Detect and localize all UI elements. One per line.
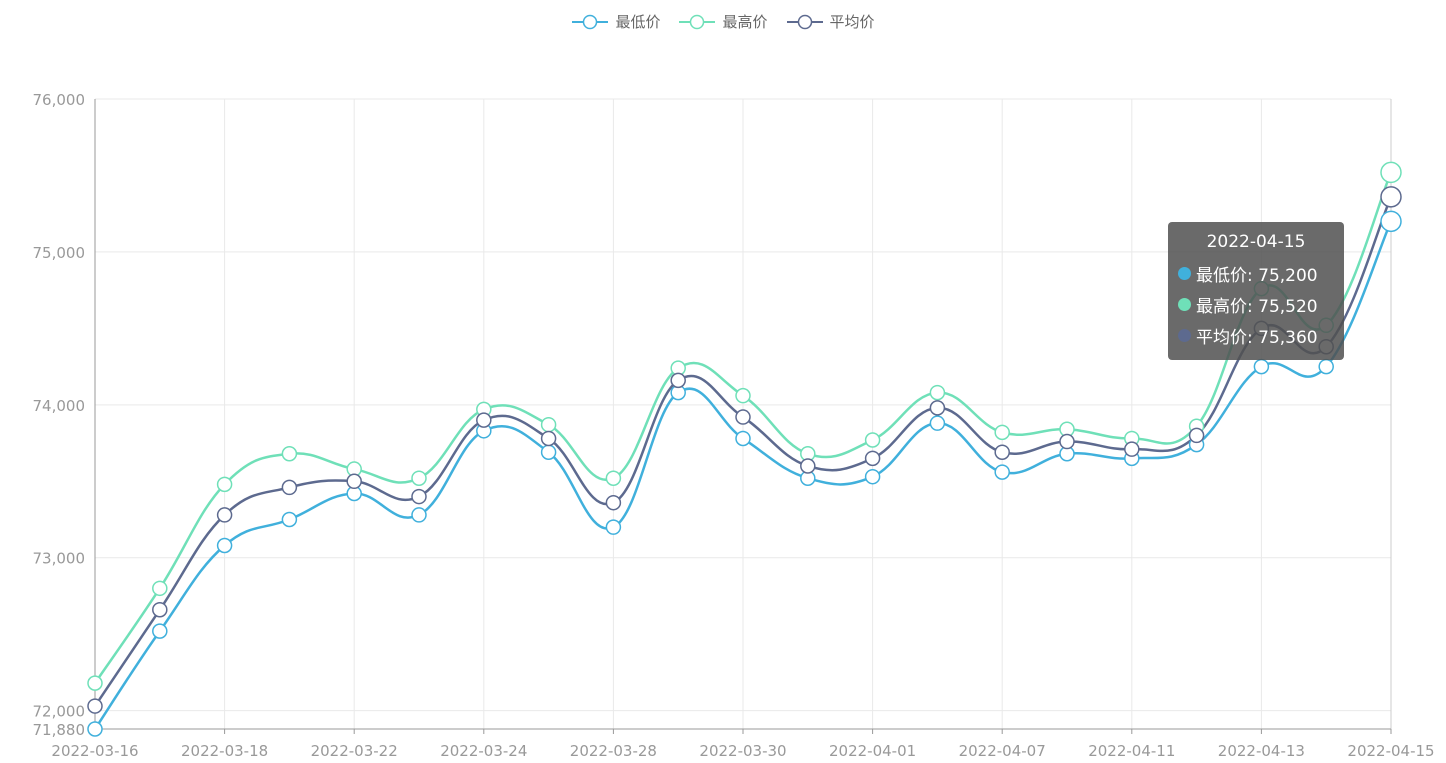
- data-point: [411, 470, 427, 486]
- data-point: [1253, 358, 1270, 375]
- x-tick-label: 2022-03-22: [311, 742, 398, 760]
- data-point: [1380, 161, 1402, 184]
- x-tick-label: 2022-03-28: [570, 742, 657, 760]
- x-tick-label: 2022-03-18: [181, 742, 268, 760]
- legend-lowest-icon: [572, 14, 609, 29]
- data-point: [87, 721, 103, 737]
- x-tick-label: 2022-03-30: [699, 742, 786, 760]
- x-tick-label: 2022-04-11: [1088, 742, 1175, 760]
- y-tick-label: 73,000: [33, 550, 86, 568]
- tooltip-row-average: 平均价: 75,360: [1178, 320, 1334, 351]
- tooltip-row-lowest: 最低价: 75,200: [1178, 258, 1334, 289]
- legend-average-label: 平均价: [829, 13, 875, 31]
- data-point: [1380, 186, 1402, 208]
- x-tick-label: 2022-03-24: [440, 742, 527, 760]
- data-point: [216, 537, 233, 554]
- data-point: [152, 623, 168, 639]
- tooltip-row-highest: 最高价: 75,520: [1178, 289, 1334, 320]
- x-tick-label: 2022-04-07: [959, 742, 1046, 760]
- y-tick-label: 72,000: [33, 703, 86, 721]
- y-tick-label: 75,000: [33, 244, 86, 262]
- data-point: [411, 507, 427, 523]
- data-point: [476, 412, 492, 428]
- data-point: [929, 400, 946, 416]
- data-point: [281, 479, 298, 496]
- data-point: [864, 468, 881, 485]
- data-point: [152, 601, 168, 618]
- data-point: [411, 488, 427, 505]
- data-point: [87, 698, 103, 714]
- data-point: [1059, 433, 1075, 450]
- chart-legend: 最低价 最高价 平均价: [0, 11, 1446, 32]
- legend-item-highest[interactable]: 最高价: [678, 11, 768, 32]
- data-point: [540, 444, 557, 460]
- tooltip-lowest-value: 最低价: 75,200: [1196, 266, 1318, 286]
- data-point: [735, 409, 751, 425]
- data-point: [1124, 441, 1140, 457]
- x-tick-label: 2022-03-16: [51, 742, 138, 760]
- data-point: [994, 444, 1010, 460]
- data-point: [994, 424, 1010, 441]
- data-point: [735, 430, 751, 447]
- x-tick-label: 2022-04-01: [829, 742, 916, 760]
- data-point: [864, 450, 881, 467]
- legend-item-average[interactable]: 平均价: [786, 11, 875, 32]
- data-point: [346, 473, 362, 490]
- data-point: [864, 432, 881, 448]
- x-tick-label: 2022-04-15: [1347, 742, 1434, 760]
- data-point: [216, 476, 233, 493]
- tooltip-highest-value: 最高价: 75,520: [1196, 297, 1318, 317]
- data-point: [540, 430, 557, 447]
- data-point: [994, 464, 1010, 480]
- data-point: [1188, 427, 1205, 444]
- data-point: [1318, 358, 1334, 375]
- tooltip-lowest-dot: [1178, 267, 1191, 280]
- y-tick-label: 76,000: [33, 91, 86, 109]
- data-point: [1380, 210, 1402, 233]
- data-point: [929, 415, 946, 431]
- y-tick-label: 74,000: [33, 397, 86, 415]
- tooltip-title: 2022-04-15: [1206, 232, 1306, 252]
- data-point: [540, 416, 557, 433]
- data-point: [605, 470, 622, 486]
- data-point: [281, 446, 298, 462]
- data-point: [87, 675, 103, 691]
- data-point: [929, 384, 946, 401]
- tooltip-average-dot: [1178, 329, 1191, 342]
- tooltip-average-value: 平均价: 75,360: [1196, 328, 1318, 348]
- legend-highest-icon: [679, 14, 716, 29]
- data-point: [605, 519, 622, 535]
- legend-highest-label: 最高价: [722, 13, 768, 31]
- y-tick-label: 71,880: [33, 721, 86, 739]
- data-point: [800, 458, 816, 474]
- data-point: [605, 494, 622, 511]
- tooltip-highest-dot: [1178, 298, 1191, 311]
- data-point: [281, 511, 298, 528]
- data-point: [216, 507, 233, 523]
- legend-item-lowest[interactable]: 最低价: [571, 11, 660, 32]
- legend-lowest-label: 最低价: [615, 13, 661, 31]
- data-point: [670, 372, 686, 389]
- x-tick-label: 2022-04-13: [1218, 742, 1305, 760]
- legend-average-icon: [786, 14, 823, 29]
- chart-tooltip: 2022-04-15 最低价: 75,200 最高价: 75,520 平均价: …: [1168, 222, 1344, 360]
- series-line-1: [93, 171, 1393, 684]
- data-point: [152, 580, 168, 597]
- data-point: [735, 387, 751, 404]
